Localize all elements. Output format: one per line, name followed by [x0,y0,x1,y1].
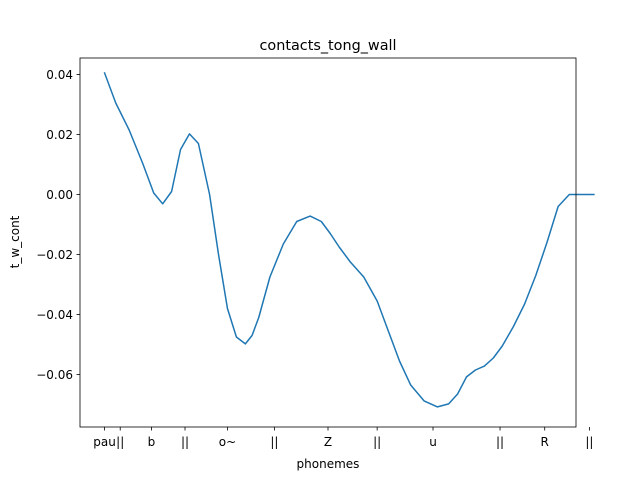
y-tick-label: −0.02 [36,248,73,262]
y-tick-label: −0.04 [36,308,73,322]
y-axis-title: t_w_cont [8,215,22,268]
x-tick-label: o~ [219,435,236,449]
x-tick-label: || [585,435,593,449]
x-tick-label: || [116,435,124,449]
y-tick-label: −0.06 [36,368,73,382]
x-tick-label: || [496,435,504,449]
x-tick-label: || [181,435,189,449]
y-tick-label: 0.02 [46,128,73,142]
series-line [103,72,595,408]
x-tick-label: R [541,435,549,449]
x-tick-label: Z [324,435,332,449]
chart-title: contacts_tong_wall [259,38,396,54]
x-tick-label: || [373,435,381,449]
x-tick-label: u [429,435,437,449]
x-axis-ticks: pau || b || o~ || Z || u || R || [93,427,593,449]
y-axis-ticks: 0.04 0.02 0.00 −0.02 −0.04 −0.06 [36,68,80,382]
y-tick-label: 0.00 [46,188,73,202]
x-tick-label: pau [93,435,116,449]
x-tick-label: b [148,435,156,449]
x-axis-title: phonemes [297,457,360,471]
y-tick-label: 0.04 [46,68,73,82]
x-tick-label: || [270,435,278,449]
